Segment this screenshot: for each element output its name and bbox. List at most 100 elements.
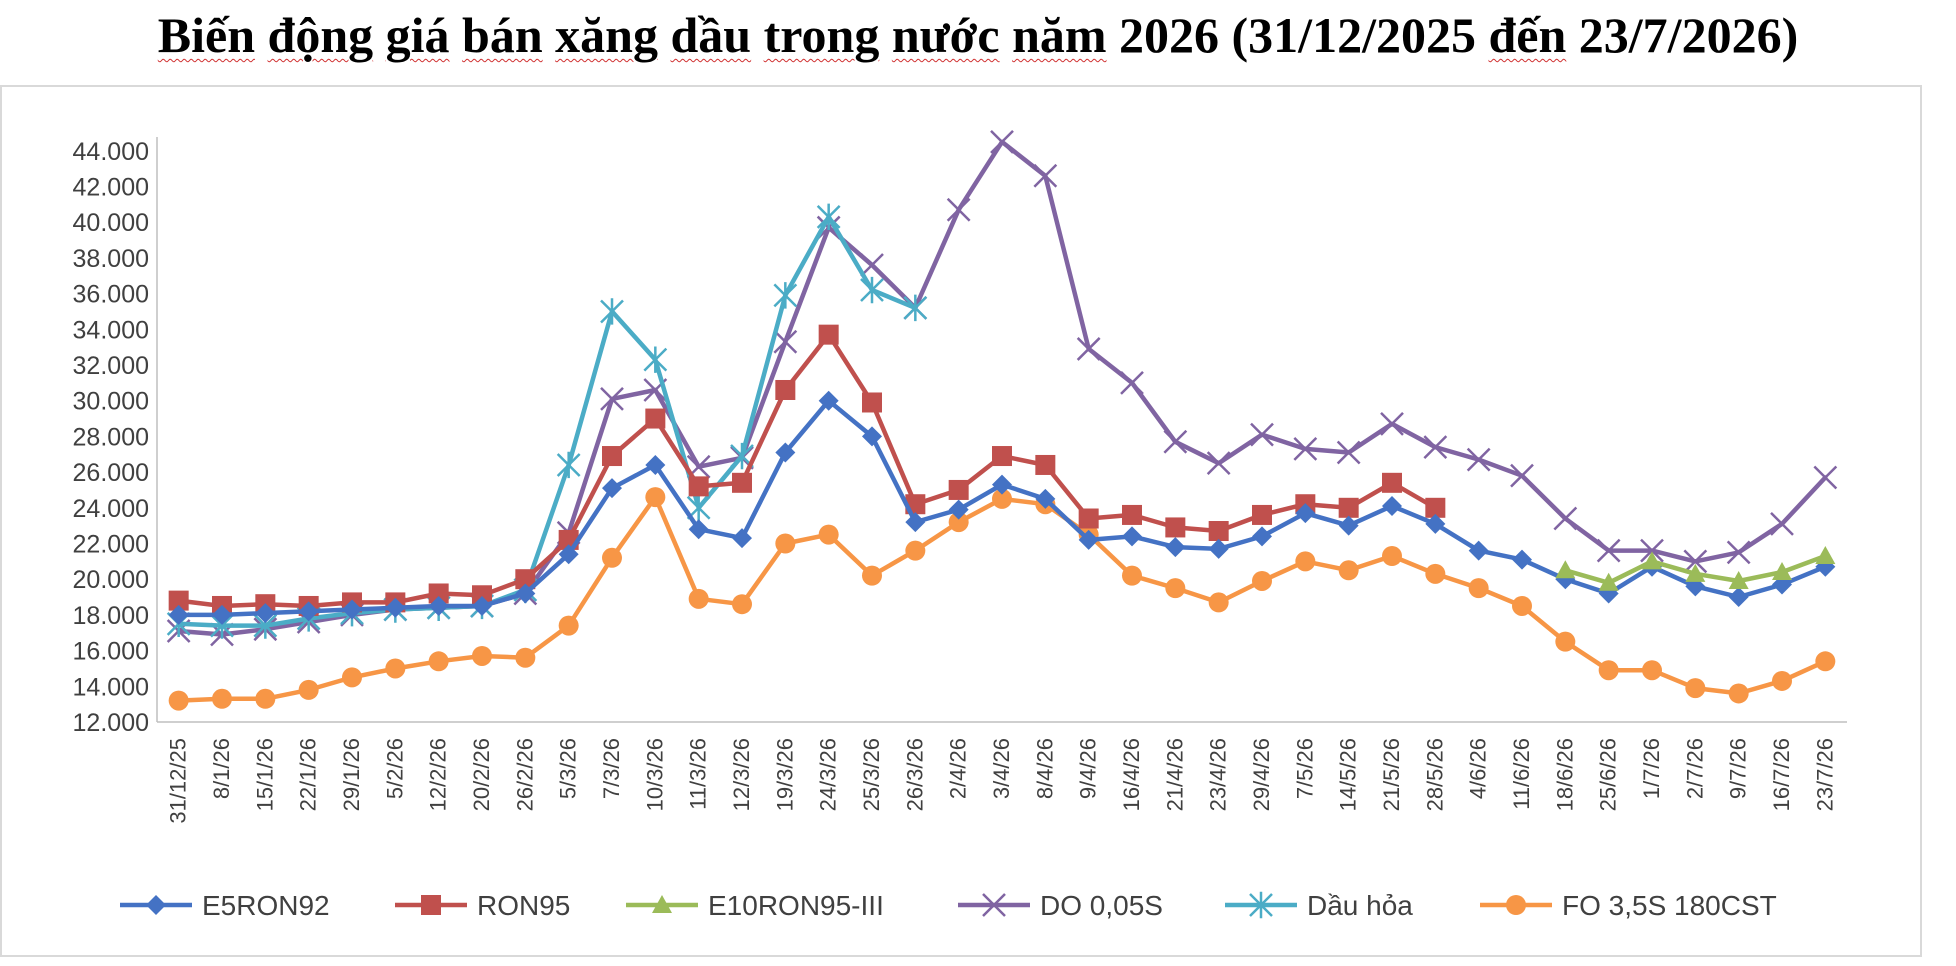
data-point (1252, 570, 1272, 591)
data-point (1382, 545, 1402, 566)
data-point (602, 478, 622, 499)
y-tick-label: 12.000 (73, 709, 149, 737)
series-e10ron95-iii (1555, 545, 1836, 591)
x-tick-label: 9/4/26 (1076, 738, 1101, 799)
y-tick-label: 40.000 (73, 209, 149, 237)
data-point (948, 512, 969, 533)
data-point (1425, 513, 1446, 534)
data-point (1122, 504, 1142, 525)
data-point (1728, 683, 1749, 704)
x-tick-label: 21/5/26 (1379, 738, 1404, 811)
data-point (1423, 435, 1448, 459)
legend-label: Dầu hỏa (1307, 890, 1413, 921)
data-point (905, 540, 926, 561)
data-point (1120, 370, 1144, 395)
data-point (645, 487, 666, 508)
legend: E5RON92 RON95 E10RON95-III DO 0,05S Dầu hỏa F… (120, 890, 1777, 921)
data-point (1338, 515, 1359, 536)
data-point (168, 690, 189, 711)
data-point (602, 547, 622, 568)
data-point (1468, 578, 1489, 599)
data-point (1033, 163, 1058, 188)
data-point (421, 895, 441, 915)
x-tick-label: 22/1/26 (296, 738, 321, 811)
data-point (775, 533, 796, 554)
data-point (645, 454, 666, 475)
data-point (862, 565, 882, 586)
data-point (1770, 511, 1794, 536)
data-point (862, 426, 882, 447)
data-point (905, 512, 926, 533)
data-point (298, 679, 319, 700)
data-point (428, 651, 449, 672)
data-point (385, 658, 406, 679)
x-tick-label: 25/3/26 (859, 738, 884, 811)
data-point (992, 474, 1012, 495)
data-point (515, 583, 536, 604)
data-point (255, 688, 276, 709)
x-tick-label: 12/3/26 (729, 738, 754, 811)
data-point (428, 595, 449, 616)
x-tick-label: 11/6/26 (1509, 738, 1534, 810)
data-point (860, 276, 884, 304)
y-tick-label: 34.000 (73, 316, 149, 344)
data-point (1598, 660, 1619, 681)
data-point (1338, 497, 1359, 518)
data-point (688, 476, 709, 497)
series-line (176, 214, 918, 628)
data-point (992, 446, 1012, 467)
x-tick-label: 29/1/26 (339, 738, 364, 811)
x-tick-label: 8/4/26 (1032, 738, 1057, 799)
data-point (1553, 506, 1578, 531)
x-tick-label: 1/7/26 (1639, 738, 1664, 799)
data-point (1295, 551, 1316, 572)
data-point (472, 585, 492, 606)
series-e5ron92 (168, 390, 1836, 625)
data-point (732, 528, 752, 549)
data-point (342, 667, 362, 688)
title-word: trong (763, 7, 880, 63)
data-point (1380, 412, 1404, 436)
data-point (1078, 529, 1099, 550)
data-point (1425, 497, 1446, 518)
title-word: (31/12/2025 (1231, 7, 1476, 63)
y-axis-ticks: 12.000 14.000 16.000 18.000 20.000 22.000 24.0… (73, 138, 149, 737)
data-point (1165, 537, 1186, 558)
x-tick-label: 14/5/26 (1336, 738, 1361, 811)
legend-item: E10RON95-III (626, 890, 884, 921)
data-point (558, 615, 579, 636)
data-point (1206, 451, 1231, 476)
data-point (643, 346, 668, 373)
data-point (1208, 521, 1229, 542)
data-point (1035, 454, 1056, 475)
data-point (816, 203, 841, 231)
title-word: năm (1012, 7, 1107, 63)
y-tick-label: 14.000 (73, 673, 149, 701)
data-point (732, 472, 752, 493)
data-point (948, 479, 969, 500)
data-point (860, 253, 884, 277)
data-point (1642, 660, 1662, 681)
legend-item: E5RON92 (120, 890, 330, 921)
data-point (472, 645, 492, 666)
title-word: dầu (670, 7, 752, 63)
x-tick-label: 2/7/26 (1682, 738, 1707, 799)
title-word: đến (1488, 7, 1567, 63)
y-tick-label: 28.000 (73, 423, 149, 451)
data-point (1512, 595, 1532, 616)
data-point (992, 488, 1012, 509)
title-word: 2026 (1119, 7, 1220, 63)
data-point (775, 442, 796, 463)
data-point (1336, 440, 1361, 465)
data-point (1252, 504, 1272, 525)
x-axis-ticks: 31/12/25 8/1/26 15/1/26 22/1/26 29/1/26 5/2/2… (166, 738, 1838, 824)
data-point (645, 408, 666, 429)
title-word: xăng (555, 7, 658, 63)
data-point (818, 524, 839, 545)
data-point (168, 604, 189, 625)
data-point (1813, 465, 1838, 490)
data-point (1510, 463, 1534, 488)
data-point (1382, 472, 1402, 493)
title-word: nước (891, 7, 1000, 63)
title-word: giá (385, 7, 450, 63)
